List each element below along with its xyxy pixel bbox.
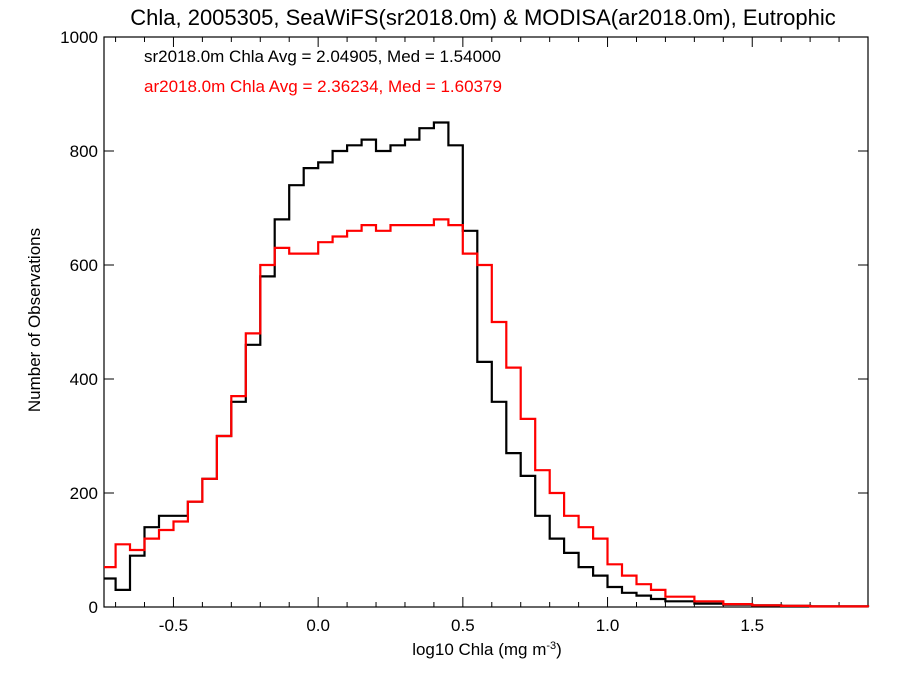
annotation-ar2018: ar2018.0m Chla Avg = 2.36234, Med = 1.60… <box>144 77 502 96</box>
x-axis-label-sup: -3 <box>546 640 556 652</box>
annotation-sr2018: sr2018.0m Chla Avg = 2.04905, Med = 1.54… <box>144 47 501 66</box>
y-axis-label: Number of Observations <box>25 228 44 412</box>
y-tick-label-0: 0 <box>89 598 98 617</box>
x-tick-label-3: 1.0 <box>596 616 620 635</box>
y-tick-label-600: 600 <box>70 256 98 275</box>
x-tick-label-2: 0.5 <box>451 616 475 635</box>
series-line-sr2018.0m <box>104 121 870 608</box>
y-tick-label-800: 800 <box>70 142 98 161</box>
x-axis-label-main: log10 Chla (mg m <box>412 640 546 659</box>
x-axis-label: log10 Chla (mg m-3) <box>412 640 562 659</box>
x-tick-label-0: -0.5 <box>159 616 188 635</box>
chart-title: Chla, 2005305, SeaWiFS(sr2018.0m) & MODI… <box>130 5 836 30</box>
plot-frame <box>103 36 869 608</box>
x-axis-label-suffix: ) <box>556 640 562 659</box>
plot-area: 0 200 400 600 800 1000 -0.5 0.0 0.5 1.0 1.5 <box>60 28 870 635</box>
x-tick-label-1: 0.0 <box>306 616 330 635</box>
x-tick-label-4: 1.5 <box>740 616 764 635</box>
series-line-ar2018.0m <box>104 218 870 608</box>
y-tick-label-200: 200 <box>70 484 98 503</box>
y-tick-label-400: 400 <box>70 370 98 389</box>
y-tick-label-1000: 1000 <box>60 28 98 47</box>
